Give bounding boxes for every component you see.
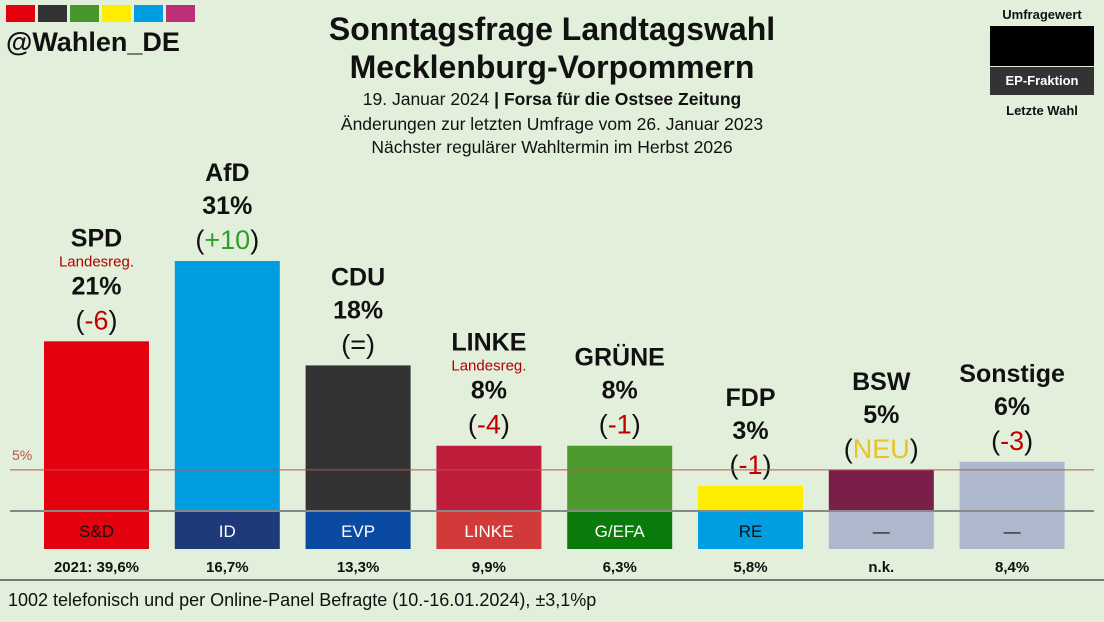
poll-source: 19. Januar 2024 | Forsa für die Ostsee Z… bbox=[252, 89, 852, 110]
bar-cdu bbox=[305, 365, 411, 510]
footer-divider bbox=[0, 579, 1104, 581]
party-name-afd: AfD bbox=[205, 159, 249, 187]
last-election-linke: 9,9% bbox=[472, 559, 506, 576]
change-label-sonstige: (-3) bbox=[991, 426, 1033, 456]
poll-institute: Forsa für die Ostsee Zeitung bbox=[503, 89, 742, 109]
threshold-label: 5% bbox=[12, 447, 33, 463]
ep-group-gr-ne: G/EFA bbox=[595, 522, 646, 541]
ep-box-cdu bbox=[305, 512, 411, 549]
bar-gr-ne bbox=[567, 445, 673, 510]
last-election-spd: 2021: 39,6% bbox=[54, 559, 139, 576]
legend-poll-label: Umfragewert bbox=[1002, 7, 1082, 22]
change-label-linke: (-4) bbox=[468, 410, 510, 440]
source-separator: | bbox=[494, 89, 500, 109]
stripe-swatch-5 bbox=[166, 5, 195, 22]
ep-group-afd: ID bbox=[219, 522, 236, 541]
bar-linke bbox=[436, 445, 542, 510]
change-label-fdp: (-1) bbox=[729, 450, 771, 480]
party-name-linke: LINKE bbox=[451, 329, 526, 357]
legend-last-election-label: Letzte Wahl bbox=[1006, 103, 1078, 118]
government-note-linke: Landesreg. bbox=[451, 358, 526, 375]
ep-box-sonstige bbox=[959, 512, 1065, 549]
ep-box-gr-ne bbox=[567, 512, 673, 549]
title-line-1: Sonntagsfrage Landtagswahl bbox=[328, 11, 776, 47]
ep-group-cdu: EVP bbox=[341, 522, 375, 541]
stripe-swatch-3 bbox=[102, 5, 131, 22]
color-stripe bbox=[6, 5, 195, 22]
value-label-spd: 21% bbox=[71, 272, 121, 300]
last-election-bsw: n.k. bbox=[868, 559, 894, 576]
bar-spd bbox=[44, 341, 149, 510]
last-election-fdp: 5,8% bbox=[733, 559, 767, 576]
change-label-bsw: (NEU) bbox=[844, 434, 919, 464]
ep-group-sonstige: — bbox=[1004, 522, 1021, 541]
stripe-swatch-0 bbox=[6, 5, 35, 22]
ep-box-fdp bbox=[698, 512, 803, 549]
poll-date: 19. Januar 2024 bbox=[362, 89, 490, 109]
value-label-bsw: 5% bbox=[863, 401, 899, 429]
last-election-afd: 16,7% bbox=[206, 559, 249, 576]
government-note-spd: Landesreg. bbox=[59, 253, 134, 270]
stripe-swatch-1 bbox=[38, 5, 67, 22]
value-label-fdp: 3% bbox=[732, 417, 768, 445]
stripe-swatch-2 bbox=[70, 5, 99, 22]
next-election: Nächster regulärer Wahltermin im Herbst … bbox=[371, 137, 733, 157]
ep-group-spd: S&D bbox=[79, 522, 114, 541]
ep-box-linke bbox=[436, 512, 542, 549]
party-name-cdu: CDU bbox=[331, 263, 385, 291]
bar-afd bbox=[174, 261, 280, 510]
last-election-cdu: 13,3% bbox=[337, 559, 380, 576]
value-label-linke: 8% bbox=[471, 377, 507, 405]
value-label-cdu: 18% bbox=[333, 296, 383, 324]
ep-group-bsw: — bbox=[873, 522, 890, 541]
legend-ep-label: EP-Fraktion bbox=[990, 67, 1094, 95]
value-label-gr-ne: 8% bbox=[602, 377, 638, 405]
ep-box-bsw bbox=[828, 512, 934, 549]
value-label-afd: 31% bbox=[202, 192, 252, 220]
footer-method: 1002 telefonisch und per Online-Panel Be… bbox=[8, 590, 597, 610]
bar-bsw bbox=[828, 469, 934, 510]
last-election-gr-ne: 6,3% bbox=[603, 559, 637, 576]
change-note: Änderungen zur letzten Umfrage vom 26. J… bbox=[340, 114, 764, 134]
bar-fdp bbox=[698, 485, 803, 510]
change-label-afd: (+10) bbox=[195, 225, 259, 255]
legend-poll-swatch bbox=[990, 26, 1094, 66]
change-label-cdu: (=) bbox=[341, 329, 375, 359]
ep-box-spd bbox=[44, 512, 149, 549]
party-name-gr-ne: GRÜNE bbox=[575, 343, 665, 372]
change-label-gr-ne: (-1) bbox=[599, 410, 641, 440]
party-name-fdp: FDP bbox=[726, 384, 776, 412]
ep-group-linke: LINKE bbox=[464, 522, 513, 541]
party-name-bsw: BSW bbox=[852, 368, 911, 396]
party-name-sonstige: Sonstige bbox=[959, 360, 1065, 388]
last-election-sonstige: 8,4% bbox=[995, 559, 1029, 576]
ep-box-afd bbox=[174, 512, 280, 549]
bar-sonstige bbox=[959, 461, 1065, 510]
party-name-spd: SPD bbox=[71, 224, 122, 252]
value-label-sonstige: 6% bbox=[994, 393, 1030, 421]
title-line-2: Mecklenburg-Vorpommern bbox=[349, 49, 755, 85]
twitter-handle: @Wahlen_DE bbox=[6, 27, 180, 57]
change-label-spd: (-6) bbox=[75, 305, 117, 335]
ep-group-fdp: RE bbox=[739, 522, 763, 541]
stripe-swatch-4 bbox=[134, 5, 163, 22]
